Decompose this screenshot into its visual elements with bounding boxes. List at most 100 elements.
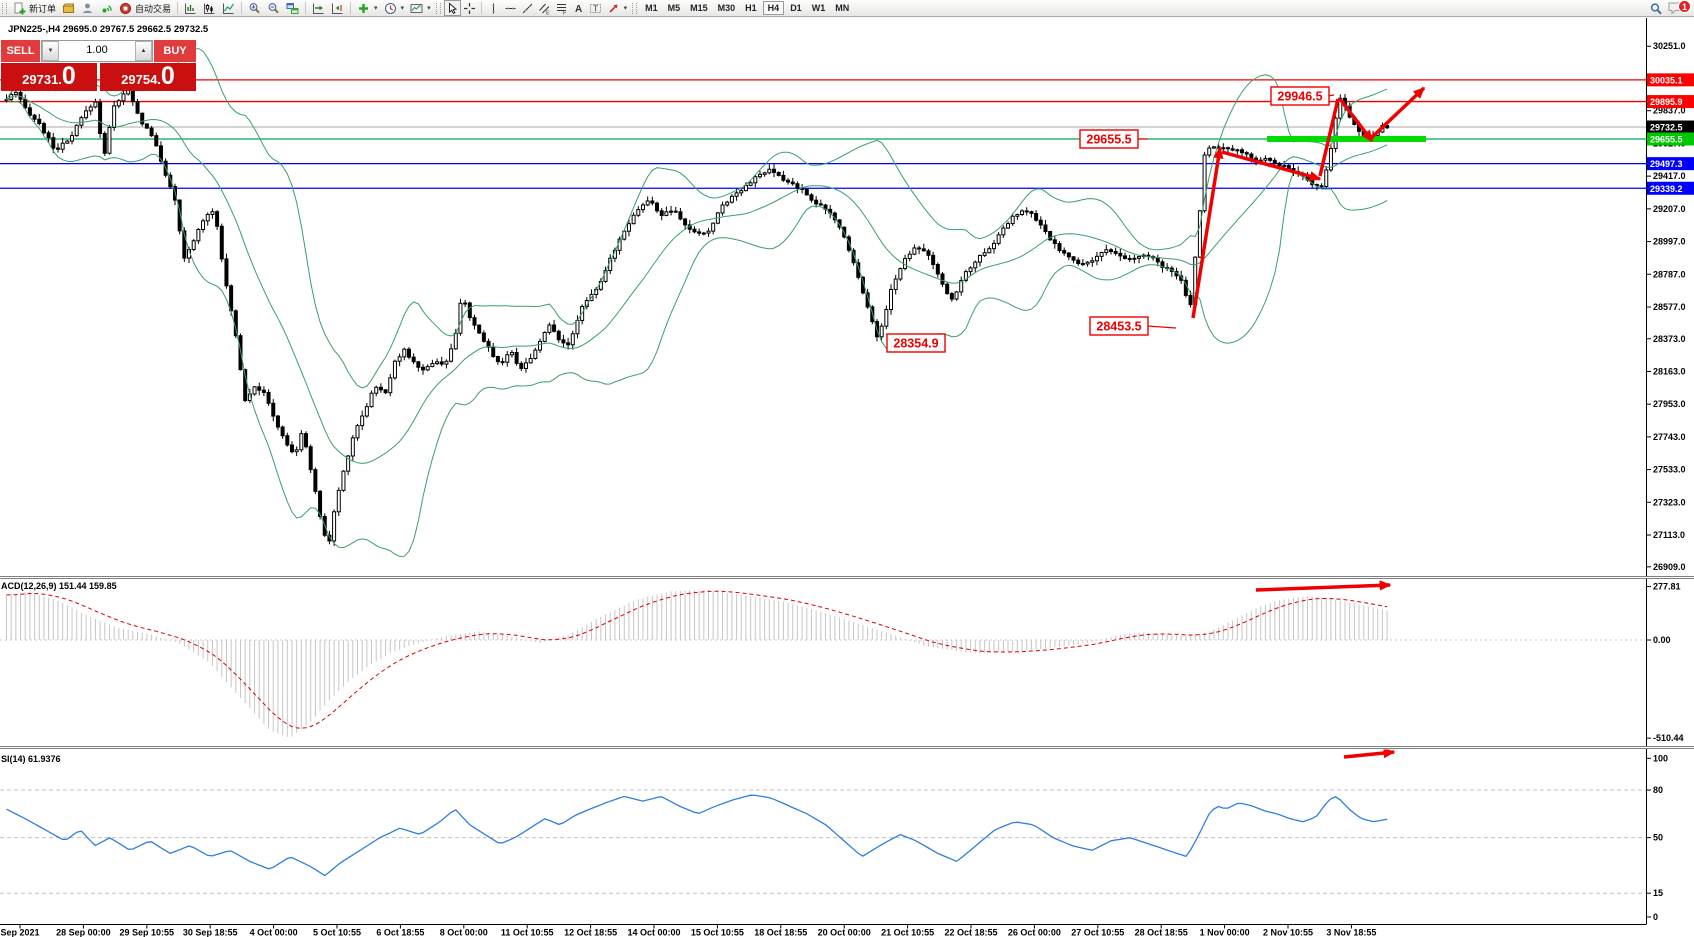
templates-button[interactable]: ▾	[407, 0, 434, 16]
arrow-shape-icon	[607, 2, 620, 15]
timeframe-w1[interactable]: W1	[811, 2, 826, 13]
svg-text:F: F	[563, 10, 567, 15]
volume-value[interactable]: 1.00	[86, 44, 108, 56]
timeframe-m15[interactable]: M15	[690, 2, 708, 13]
auto-scroll-icon[interactable]	[309, 2, 328, 15]
price-annotation-28354.9[interactable]: 28354.9	[886, 333, 946, 353]
quotes-icon[interactable]	[59, 2, 78, 15]
caret-down-icon: ▾	[427, 5, 431, 12]
fibonacci-tool[interactable]: F	[553, 0, 570, 16]
axis-tick-label: -510.44	[1653, 733, 1684, 743]
timeframe-m5[interactable]: M5	[667, 2, 681, 13]
svg-text:29339.2: 29339.2	[1650, 184, 1683, 194]
axis-tick-label: 28997.0	[1653, 237, 1686, 247]
time-axis-label: 27 Oct 10:55	[1071, 928, 1124, 937]
trend-arrow-3[interactable]	[1318, 98, 1340, 177]
caret-down-icon: ▾	[623, 5, 628, 12]
chat-button[interactable]: 1	[1667, 0, 1691, 17]
time-axis-label: 1 Nov 00:00	[1200, 928, 1250, 937]
axis-tick-label: 29837.0	[1653, 106, 1686, 116]
signals-icon[interactable]	[97, 2, 116, 15]
volume-decrease-button[interactable]: ▼	[42, 41, 59, 61]
volume-increase-button[interactable]: ▲	[135, 41, 152, 61]
price-annotation-29946.5[interactable]: 29946.5	[1270, 86, 1335, 106]
crosshair-tool[interactable]	[461, 0, 478, 16]
axis-tick-label: 28163.0	[1653, 366, 1686, 376]
sell-price-pips: 0	[61, 62, 76, 90]
time-axis-label: 20 Oct 00:00	[818, 928, 871, 937]
rsi-trend-arrow[interactable]	[1343, 749, 1396, 759]
sell-price-box[interactable]: 29731. 0	[1, 63, 97, 91]
timeframe-h1[interactable]: H1	[745, 2, 757, 13]
trend-arrow-1[interactable]	[1191, 146, 1224, 319]
timeframe-d1[interactable]: D1	[790, 2, 802, 13]
timeframe-m30[interactable]: M30	[717, 2, 736, 13]
indicators-button[interactable]: ▾	[354, 0, 381, 16]
time-axis-label: 21 Oct 10:55	[881, 928, 934, 937]
one-click-trading-widget: SELL ▼ 1.00 ▲ BUY 29731. 0 29754. 0	[1, 40, 196, 91]
sell-button[interactable]: SELL	[1, 40, 40, 62]
chart-ohlc-header: JPN225-,H4 29695.0 29767.5 29662.5 29732…	[8, 24, 209, 35]
periods-button[interactable]: ▾	[381, 0, 408, 16]
equidistant-channel-tool[interactable]: E	[536, 0, 553, 16]
sell-price: 29731.	[22, 72, 62, 87]
rsi-pane[interactable]	[0, 749, 1646, 894]
macd-signal-line	[6, 590, 1388, 729]
timeframe-mn[interactable]: MN	[835, 2, 850, 13]
line-chart-icon[interactable]	[219, 2, 238, 15]
timeframe-toolbar: M1 M5 M15 M30 H1 H4 D1 W1 MN	[640, 0, 854, 16]
zoom-out-icon[interactable]	[264, 2, 283, 15]
new-order-button[interactable]: 新订单	[10, 0, 59, 16]
time-axis-label: 12 Oct 18:55	[564, 928, 617, 937]
toolbar-grip[interactable]	[2, 2, 7, 14]
axis-tick-label: 27533.0	[1653, 465, 1686, 475]
cursor-tool[interactable]	[443, 0, 461, 16]
navigator-icon[interactable]	[78, 2, 97, 15]
axis-tick-label: 80	[1653, 785, 1663, 795]
time-axis-label: 4 Oct 00:00	[250, 928, 298, 937]
candlestick-chart-icon[interactable]	[200, 2, 219, 15]
vertical-line-tool[interactable]	[485, 0, 502, 16]
candles	[4, 87, 1390, 547]
text-label-tool[interactable]: T	[587, 0, 604, 16]
new-order-icon	[13, 2, 26, 15]
caret-down-icon: ▾	[374, 5, 378, 12]
price-annotation-29655.5[interactable]: 29655.5	[1079, 129, 1148, 149]
zoom-in-icon[interactable]	[245, 2, 264, 15]
time-axis-label: 3 Nov 18:55	[1326, 928, 1376, 937]
timeframe-m1[interactable]: M1	[645, 2, 658, 13]
arrows-tool[interactable]: ▾	[604, 0, 631, 16]
main-price-pane[interactable]: 29946.5 29655.5 28453.5 28354.9	[0, 47, 1646, 557]
tile-windows-icon[interactable]	[283, 2, 302, 15]
toolbar-grip[interactable]	[632, 2, 638, 14]
macd-trend-arrow[interactable]	[1255, 580, 1392, 592]
trend-arrow-4[interactable]	[1338, 97, 1374, 143]
axis-tick-label: 28577.0	[1653, 302, 1686, 312]
macd-pane[interactable]	[0, 580, 1646, 738]
text-tool[interactable]: A	[570, 0, 587, 16]
price-axis-badge-29339.2: 29339.2	[1647, 181, 1694, 195]
horizontal-line-tool[interactable]	[502, 0, 519, 16]
trend-arrow-2[interactable]	[1221, 150, 1322, 182]
trend-arrow-5[interactable]	[1368, 86, 1426, 141]
trendline-tool[interactable]	[519, 0, 536, 16]
time-axis-label: 28 Oct 18:55	[1135, 928, 1188, 937]
chart-area[interactable]: 29946.5 29655.5 28453.5 28354.9 30251.0 2983…	[0, 17, 1694, 937]
bar-chart-icon[interactable]	[181, 2, 200, 15]
search-icon[interactable]	[1649, 2, 1662, 15]
auto-trading-button[interactable]: 自动交易	[116, 0, 174, 16]
price-annotation-28453.5[interactable]: 28453.5	[1089, 316, 1177, 336]
time-axis-label: 29 Sep 10:55	[120, 928, 175, 937]
time-axis-label: 14 Oct 00:00	[627, 928, 680, 937]
buy-button[interactable]: BUY	[154, 40, 196, 62]
clock-icon	[384, 2, 397, 15]
svg-text:30035.1: 30035.1	[1650, 75, 1683, 85]
buy-price-box[interactable]: 29754. 0	[100, 63, 196, 91]
time-axis-label: 6 Oct 18:55	[376, 928, 424, 937]
timeframe-h4[interactable]: H4	[762, 1, 785, 15]
price-axis-badge-29732.5: 29732.5	[1647, 120, 1694, 134]
svg-text:28453.5: 28453.5	[1096, 320, 1141, 334]
toolbar-grip[interactable]	[435, 2, 441, 14]
chart-shift-icon[interactable]	[328, 2, 347, 15]
